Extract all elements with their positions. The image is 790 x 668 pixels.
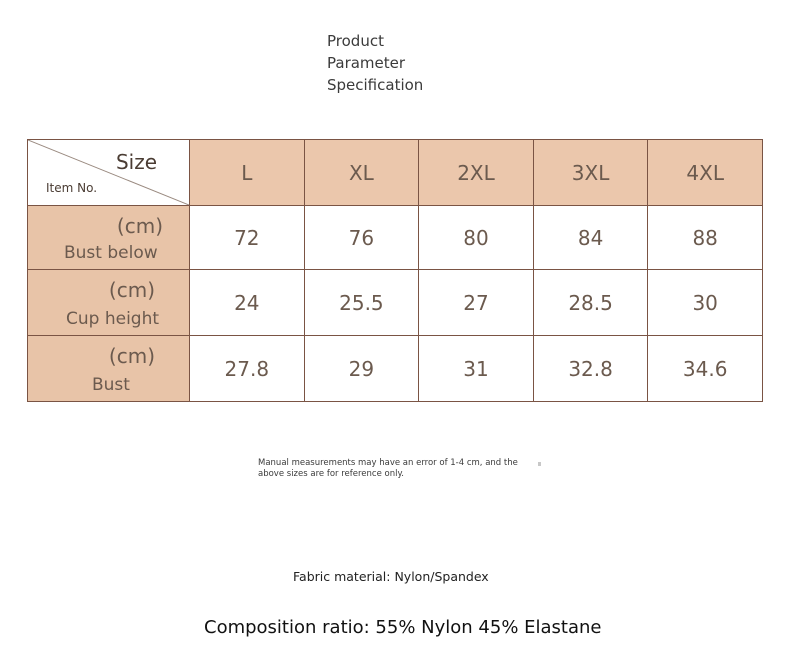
title-line-1: Product [327, 32, 384, 50]
measurement-note: Manual measurements may have an error of… [258, 458, 528, 480]
diagonal-line [28, 140, 189, 205]
table-cell: 29 [303, 335, 420, 402]
table-cell: 30 [647, 269, 763, 336]
size-chart-table: Size Item No. L XL 2XL 3XL 4XL (cm) Bust… [27, 139, 763, 402]
table-cell: 84 [532, 205, 649, 270]
size-header-cell: 4XL [647, 139, 763, 206]
table-row: (cm) Bust 27.8 29 31 32.8 34.6 [27, 335, 763, 402]
note-line-2: above sizes are for reference only. [258, 469, 404, 479]
size-header-cell: 3XL [532, 139, 649, 206]
row-label-bust: (cm) Bust [27, 335, 190, 402]
table-cell: 27.8 [189, 335, 305, 402]
size-header-row: Size Item No. L XL 2XL 3XL 4XL [27, 139, 763, 206]
row-name: Cup height [66, 309, 160, 329]
unit-label: (cm) [108, 278, 155, 302]
table-row: (cm) Bust below 72 76 80 84 88 [27, 205, 763, 270]
table-cell: 72 [189, 205, 305, 270]
unit-label: (cm) [116, 214, 163, 238]
table-cell: 25.5 [303, 269, 420, 336]
corner-cell: Size Item No. [27, 139, 190, 206]
decorative-dot [538, 462, 541, 466]
fabric-material: Fabric material: Nylon/Spandex [293, 569, 489, 584]
title-line-3: Specification [327, 76, 424, 94]
corner-size-label: Size [115, 150, 157, 174]
size-header-cell: XL [303, 139, 420, 206]
row-label-cup-height: (cm) Cup height [27, 269, 190, 336]
row-label-bust-below: (cm) Bust below [27, 205, 190, 270]
row-name: Bust [92, 375, 130, 395]
row-name: Bust below [64, 243, 158, 263]
size-header-cell: 2XL [418, 139, 534, 206]
unit-label: (cm) [108, 344, 155, 368]
table-cell: 32.8 [532, 335, 649, 402]
title-line-2: Parameter [327, 54, 406, 72]
table-cell: 27 [418, 269, 534, 336]
table-cell: 28.5 [532, 269, 649, 336]
table-cell: 31 [418, 335, 534, 402]
composition-ratio: Composition ratio: 55% Nylon 45% Elastan… [204, 617, 602, 638]
table-cell: 24 [189, 269, 305, 336]
corner-item-label: Item No. [46, 181, 98, 195]
table-row: (cm) Cup height 24 25.5 27 28.5 30 [27, 269, 763, 336]
table-cell: 34.6 [647, 335, 763, 402]
table-cell: 80 [418, 205, 534, 270]
table-cell: 76 [303, 205, 420, 270]
note-line-1: Manual measurements may have an error of… [258, 458, 518, 468]
product-title: Product Parameter Specification [327, 30, 423, 96]
size-header-cell: L [189, 139, 305, 206]
table-cell: 88 [647, 205, 763, 270]
